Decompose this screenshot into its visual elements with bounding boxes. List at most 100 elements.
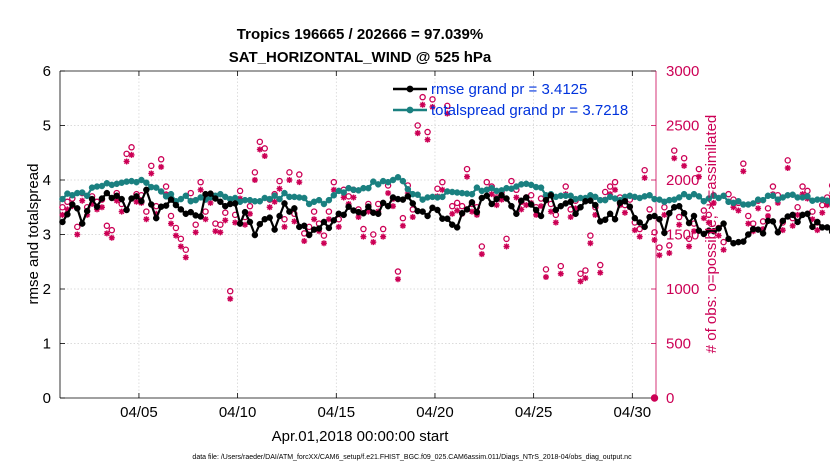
obs-assimilated-marker: [518, 206, 525, 213]
totalspread-point: [823, 197, 830, 204]
totalspread-point: [735, 198, 742, 205]
rmse-point: [419, 208, 426, 215]
totalspread-point: [177, 195, 185, 203]
rmse-point: [207, 190, 214, 197]
x-tick-label: 04/10: [219, 404, 257, 421]
obs-assimilated-marker: [671, 155, 678, 162]
x-tick-label: 04/15: [318, 404, 356, 421]
obs-possible-marker: [286, 169, 293, 176]
obs-possible-marker: [370, 231, 377, 238]
rmse-point: [345, 203, 352, 210]
y-right-tick-label: 2000: [666, 172, 699, 189]
rmse-point: [133, 193, 140, 200]
obs-assimilated-marker: [503, 243, 510, 250]
obs-possible-marker: [685, 235, 693, 243]
obs-possible-marker: [799, 183, 806, 190]
obs-assimilated-marker: [276, 185, 283, 192]
totalspread-point: [705, 195, 713, 202]
rmse-point: [572, 210, 579, 218]
totalspread-point: [488, 184, 495, 192]
obs-assimilated-marker: [493, 202, 500, 209]
obs-assimilated-marker: [217, 229, 224, 236]
obs-assimilated-marker: [651, 236, 658, 243]
totalspread-point: [157, 188, 165, 195]
totalspread-point: [266, 195, 273, 203]
obs-assimilated-marker: [232, 219, 239, 226]
obs-possible-marker: [281, 215, 288, 223]
obs-assimilated-marker: [360, 233, 367, 240]
obs-possible-marker: [463, 165, 471, 173]
obs-assimilated-marker: [108, 234, 115, 241]
obs-possible-marker: [222, 209, 229, 216]
totalspread-point: [720, 192, 727, 200]
rmse-point: [271, 226, 278, 233]
totalspread-point: [325, 196, 333, 204]
rmse-point: [404, 193, 412, 200]
rmse-point: [148, 201, 155, 208]
rmse-point: [448, 221, 456, 228]
rmse-point: [424, 212, 431, 220]
rmse-point: [720, 220, 727, 227]
obs-assimilated-marker: [123, 158, 130, 165]
obs-assimilated-marker: [760, 226, 767, 233]
obs-assimilated-marker: [784, 165, 791, 172]
totalspread-point: [769, 192, 777, 200]
rmse-point: [601, 216, 609, 224]
obs-possible-marker: [764, 205, 772, 212]
obs-assimilated-marker: [468, 208, 475, 215]
rmse-point: [518, 197, 525, 204]
obs-assimilated-marker: [449, 210, 456, 217]
rmse-point: [498, 192, 505, 199]
obs-possible-marker: [448, 202, 456, 210]
obs-possible-marker: [641, 166, 648, 174]
rmse-point: [256, 220, 264, 228]
rmse-point: [320, 218, 328, 226]
totalspread-point: [695, 193, 703, 200]
rmse-point: [710, 227, 717, 235]
obs-possible-marker: [675, 213, 683, 221]
rmse-point: [740, 238, 747, 245]
totalspread-point: [789, 191, 796, 198]
obs-possible-marker: [439, 178, 446, 186]
obs-assimilated-marker: [143, 216, 150, 223]
x-tick-label: 04/20: [416, 404, 454, 421]
totalspread-point: [394, 174, 402, 181]
totalspread-point: [473, 184, 481, 191]
totalspread-point: [98, 182, 106, 190]
obs-possible-marker: [251, 169, 259, 176]
obs-assimilated-marker: [429, 103, 436, 110]
obs-possible-marker: [261, 145, 269, 152]
y-left-tick-label: 3: [43, 227, 51, 244]
obs-assimilated-marker: [661, 211, 668, 218]
x-axis-label: Apr.01,2018 00:00:00 start: [272, 428, 450, 445]
legend-marker: [406, 85, 414, 93]
obs-assimilated-marker: [192, 229, 199, 236]
obs-possible-marker: [360, 225, 367, 233]
obs-possible-marker: [64, 198, 71, 206]
obs-assimilated-marker: [720, 246, 727, 253]
rmse-point: [537, 212, 545, 220]
totalspread-point: [330, 192, 338, 199]
rmse-point: [78, 220, 86, 227]
rmse-point: [69, 201, 76, 208]
totalspread-point: [276, 195, 283, 203]
rmse-point: [626, 203, 634, 210]
obs-possible-marker: [749, 220, 757, 227]
obs-assimilated-marker: [567, 214, 574, 221]
totalspread-point: [315, 196, 323, 204]
rmse-point: [325, 224, 333, 232]
obs-assimilated-marker: [182, 254, 189, 261]
obs-assimilated-marker: [320, 240, 327, 247]
obs-assimilated-marker: [799, 191, 806, 198]
rmse-point: [532, 206, 540, 214]
obs-assimilated-marker: [533, 211, 540, 218]
rmse-point: [651, 212, 658, 220]
rmse-point: [177, 206, 185, 213]
obs-possible-marker: [197, 178, 204, 186]
obs-assimilated-marker: [340, 194, 347, 201]
totalspread-point: [182, 192, 190, 200]
obs-possible-marker: [794, 203, 801, 211]
obs-assimilated-marker: [103, 230, 110, 237]
rmse-point: [98, 195, 106, 202]
